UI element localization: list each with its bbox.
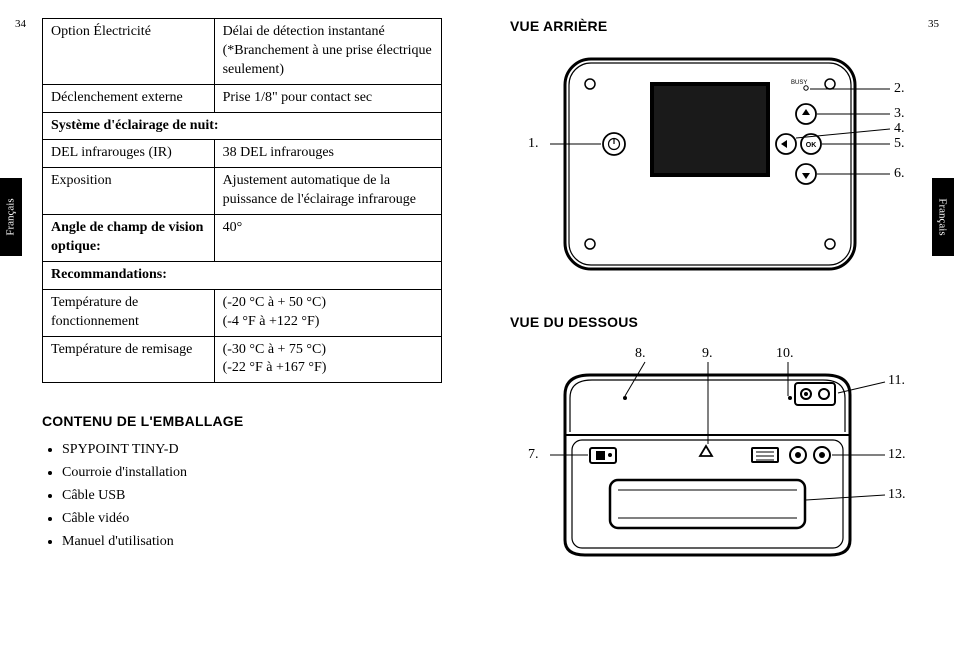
table-cell: Système d'éclairage de nuit:	[43, 112, 442, 140]
package-list: SPYPOINT TINY-DCourroie d'installationCâ…	[42, 439, 442, 552]
svg-text:OK: OK	[806, 142, 817, 149]
table-cell: Délai de détection instantané (*Branchem…	[214, 19, 441, 85]
table-cell: Angle de champ de vision optique:	[43, 215, 215, 262]
table-cell: DEL infrarouges (IR)	[43, 140, 215, 168]
list-item: Courroie d'installation	[62, 462, 442, 483]
left-column: Option ÉlectricitéDélai de détection ins…	[42, 18, 442, 554]
table-cell: Température de remisage	[43, 336, 215, 383]
rear-view-diagram: BUSY OK 1. 2. 3.	[510, 44, 910, 284]
table-cell: Option Électricité	[43, 19, 215, 85]
table-row: Déclenchement externePrise 1/8" pour con…	[43, 84, 442, 112]
callout-7: 7.	[528, 447, 539, 463]
table-cell: Température de fonctionnement	[43, 289, 215, 336]
heading-rear: VUE ARRIÈRE	[510, 18, 910, 34]
page-number-right: 35	[928, 18, 939, 30]
table-row: ExpositionAjustement automatique de la p…	[43, 168, 442, 215]
callout-10: 10.	[776, 346, 794, 362]
table-cell: Recommandations:	[43, 261, 442, 289]
table-cell: (-30 °C à + 75 °C) (-22 °F à +167 °F)	[214, 336, 441, 383]
page-number-left: 34	[15, 18, 26, 30]
callout-2: 2.	[894, 81, 905, 97]
table-cell: Déclenchement externe	[43, 84, 215, 112]
table-row: Système d'éclairage de nuit:	[43, 112, 442, 140]
list-item: SPYPOINT TINY-D	[62, 439, 442, 460]
heading-package: CONTENU DE L'EMBALLAGE	[42, 413, 442, 429]
language-tab-label: Français	[937, 198, 949, 235]
table-row: Angle de champ de vision optique:40°	[43, 215, 442, 262]
table-cell: Ajustement automatique de la puissance d…	[214, 168, 441, 215]
language-tab-left: Français	[0, 178, 22, 256]
callout-6: 6.	[894, 166, 905, 182]
callout-12: 12.	[888, 447, 906, 463]
callout-8: 8.	[635, 346, 646, 362]
list-item: Câble vidéo	[62, 508, 442, 529]
table-row: Température de remisage(-30 °C à + 75 °C…	[43, 336, 442, 383]
busy-label: BUSY	[791, 80, 807, 86]
callout-13: 13.	[888, 487, 906, 503]
callout-1: 1.	[528, 136, 539, 152]
table-row: DEL infrarouges (IR)38 DEL infrarouges	[43, 140, 442, 168]
list-item: Manuel d'utilisation	[62, 531, 442, 552]
callout-4: 4.	[894, 121, 905, 137]
heading-bottom: VUE DU DESSOUS	[510, 314, 910, 330]
table-row: Recommandations:	[43, 261, 442, 289]
table-cell: Exposition	[43, 168, 215, 215]
language-tab-label: Français	[5, 198, 17, 235]
table-cell: 40°	[214, 215, 441, 262]
bottom-view-diagram: 8. 9. 10. 11. 7. 12. 13.	[510, 340, 910, 570]
language-tab-right: Français	[932, 178, 954, 256]
callout-5: 5.	[894, 136, 905, 152]
callout-9: 9.	[702, 346, 713, 362]
callout-11: 11.	[888, 373, 905, 389]
table-cell: (-20 °C à + 50 °C) (-4 °F à +122 °F)	[214, 289, 441, 336]
right-column: VUE ARRIÈRE BUSY	[510, 18, 910, 570]
table-cell: Prise 1/8" pour contact sec	[214, 84, 441, 112]
table-cell: 38 DEL infrarouges	[214, 140, 441, 168]
table-row: Température de fonctionnement(-20 °C à +…	[43, 289, 442, 336]
callout-3: 3.	[894, 106, 905, 122]
table-row: Option ÉlectricitéDélai de détection ins…	[43, 19, 442, 85]
spec-table: Option ÉlectricitéDélai de détection ins…	[42, 18, 442, 383]
list-item: Câble USB	[62, 485, 442, 506]
